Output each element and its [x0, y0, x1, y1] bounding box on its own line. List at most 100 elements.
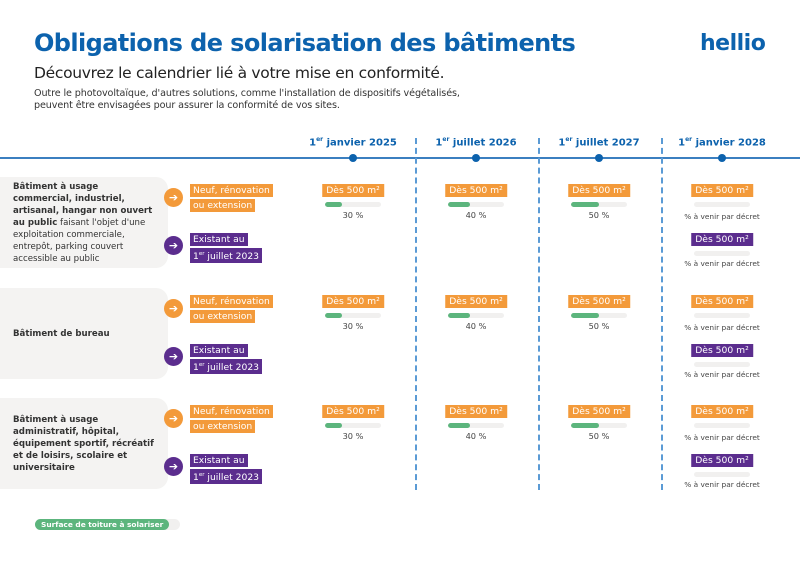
category-existing-line1: Existant au — [190, 454, 248, 467]
coverage-bar — [448, 423, 504, 428]
date-text: juillet 2023 — [204, 472, 260, 484]
threshold-badge: Dès 500 m² — [691, 344, 753, 357]
category-existing-line1: Existant au — [190, 344, 248, 357]
arrow-right-icon: ➔ — [164, 457, 183, 476]
arrow-right-icon: ➔ — [164, 188, 183, 207]
threshold-badge: Dès 500 m² — [568, 295, 630, 308]
pending-decree-note: % à venir par décret — [684, 433, 760, 442]
date-text: janvier 2028 — [692, 137, 766, 149]
page-title: Obligations de solarisation des bâtiment… — [34, 29, 576, 57]
building-type-panel: Bâtiment de bureau — [0, 288, 168, 379]
threshold-badge: Dès 500 m² — [445, 295, 507, 308]
coverage-bar — [694, 251, 750, 256]
threshold-badge: Dès 500 m² — [691, 184, 753, 197]
intro-text-line2: peuvent être envisagées pour assurer la … — [34, 100, 340, 111]
coverage-bar — [325, 313, 381, 318]
superscript: er — [198, 362, 205, 368]
arrow-right-icon: ➔ — [164, 347, 183, 366]
coverage-bar-fill — [571, 202, 599, 207]
threshold-badge: Dès 500 m² — [691, 405, 753, 418]
threshold-badge: Dès 500 m² — [322, 295, 384, 308]
superscript: er — [442, 136, 450, 143]
date-text: juillet 2027 — [572, 137, 640, 149]
threshold-badge: Dès 500 m² — [691, 295, 753, 308]
coverage-bar — [694, 472, 750, 477]
coverage-percent: 40 % — [465, 210, 487, 220]
coverage-percent: 40 % — [465, 321, 487, 331]
category-existing-line2: 1er juillet 2023 — [190, 469, 263, 485]
building-type-panel: Bâtiment à usage administratif, hôpital,… — [0, 398, 168, 489]
category-new-line1: Neuf, rénovation — [190, 295, 273, 308]
timeline-dot — [349, 154, 357, 162]
timeline-dot — [595, 154, 603, 162]
legend-label: Surface de toiture à solariser — [35, 519, 170, 530]
column-divider — [661, 138, 663, 490]
coverage-percent: 50 % — [588, 210, 610, 220]
pending-decree-note: % à venir par décret — [684, 323, 760, 332]
hellio-logo: hellio — [700, 31, 766, 56]
coverage-percent: 30 % — [342, 321, 364, 331]
coverage-bar — [325, 423, 381, 428]
arrow-right-icon: ➔ — [164, 236, 183, 255]
building-type-text: Bâtiment de bureau — [13, 328, 110, 340]
coverage-bar-fill — [448, 202, 471, 207]
threshold-badge: Dès 500 m² — [322, 405, 384, 418]
category-existing-line2: 1er juillet 2023 — [190, 359, 263, 375]
timeline-dot — [472, 154, 480, 162]
coverage-percent: 50 % — [588, 431, 610, 441]
coverage-bar — [448, 313, 504, 318]
coverage-percent: 30 % — [342, 431, 364, 441]
coverage-bar — [571, 423, 627, 428]
coverage-bar-fill — [571, 313, 599, 318]
building-type-text: Bâtiment à usage commercial, industriel,… — [13, 181, 158, 265]
category-new-line2: ou extension — [190, 310, 256, 323]
column-divider — [538, 138, 540, 490]
category-new-line1: Neuf, rénovation — [190, 184, 273, 197]
threshold-badge: Dès 500 m² — [322, 184, 384, 197]
arrow-right-icon: ➔ — [164, 409, 183, 428]
coverage-bar-fill — [325, 313, 342, 318]
coverage-bar — [694, 362, 750, 367]
coverage-bar-fill — [571, 423, 599, 428]
timeline-date-label: 1er juillet 2027 — [558, 136, 640, 149]
threshold-badge: Dès 500 m² — [691, 454, 753, 467]
threshold-badge: Dès 500 m² — [568, 184, 630, 197]
building-type-bold: Bâtiment de bureau — [13, 328, 110, 339]
superscript: er — [316, 136, 324, 143]
coverage-percent: 50 % — [588, 321, 610, 331]
date-text: juillet 2023 — [204, 251, 260, 263]
building-type-bold: Bâtiment à usage administratif, hôpital,… — [13, 414, 154, 473]
timeline-axis — [0, 157, 800, 159]
timeline-date-label: 1er janvier 2025 — [309, 136, 397, 149]
building-type-bold: Bâtiment à usage commercial, industriel,… — [13, 181, 153, 228]
coverage-bar — [325, 202, 381, 207]
superscript: er — [685, 136, 693, 143]
coverage-bar — [694, 313, 750, 318]
column-divider — [415, 138, 417, 490]
coverage-bar-fill — [325, 423, 342, 428]
coverage-bar — [571, 202, 627, 207]
coverage-percent: 30 % — [342, 210, 364, 220]
timeline-date-label: 1er janvier 2028 — [678, 136, 766, 149]
threshold-badge: Dès 500 m² — [568, 405, 630, 418]
coverage-bar-fill — [448, 423, 471, 428]
date-text: janvier 2025 — [323, 137, 397, 149]
page-subtitle: Découvrez le calendrier lié à votre mise… — [34, 64, 445, 82]
building-type-text: Bâtiment à usage administratif, hôpital,… — [13, 414, 158, 474]
category-existing-line2: 1er juillet 2023 — [190, 248, 263, 264]
date-text: juillet 2023 — [204, 362, 260, 374]
intro-text-line1: Outre le photovoltaïque, d'autres soluti… — [34, 88, 460, 99]
pending-decree-note: % à venir par décret — [684, 370, 760, 379]
superscript: er — [565, 136, 573, 143]
coverage-bar-fill — [325, 202, 342, 207]
coverage-bar — [694, 423, 750, 428]
coverage-percent: 40 % — [465, 431, 487, 441]
arrow-right-icon: ➔ — [164, 299, 183, 318]
coverage-bar — [448, 202, 504, 207]
category-new-line2: ou extension — [190, 199, 256, 212]
threshold-badge: Dès 500 m² — [691, 233, 753, 246]
building-type-detail: faisant l'objet d'une exploitation comme… — [13, 217, 146, 264]
building-type-panel: Bâtiment à usage commercial, industriel,… — [0, 177, 168, 268]
pending-decree-note: % à venir par décret — [684, 480, 760, 489]
pending-decree-note: % à venir par décret — [684, 212, 760, 221]
